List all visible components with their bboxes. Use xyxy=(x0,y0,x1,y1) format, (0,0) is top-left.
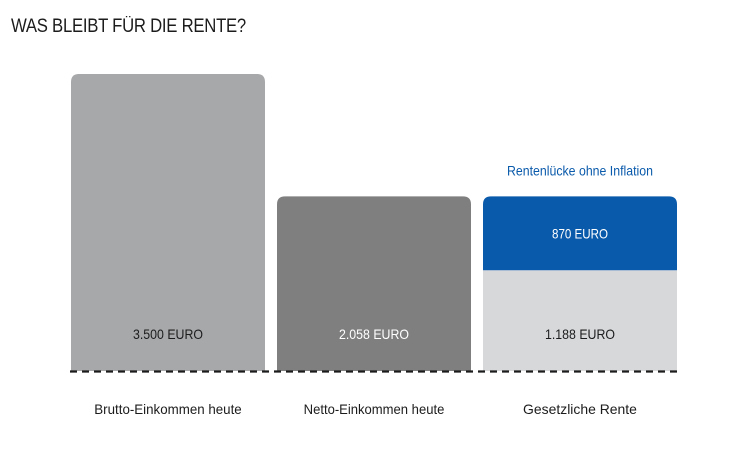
category-label: Gesetzliche Rente xyxy=(523,401,637,417)
bar-segment xyxy=(277,196,471,371)
bar-value-label: 870 EURO xyxy=(552,225,608,241)
bar-segment xyxy=(483,270,677,371)
category-label: Brutto-Einkommen heute xyxy=(94,401,242,417)
bar-segment xyxy=(71,74,265,371)
bar-segment xyxy=(483,196,677,271)
category-label: Netto-Einkommen heute xyxy=(304,401,445,417)
bar-value-label: 3.500 EURO xyxy=(133,326,203,342)
annotation-label: Rentenlücke ohne Inflation xyxy=(507,162,653,178)
bar-value-label: 1.188 EURO xyxy=(545,326,615,342)
bar-value-label: 2.058 EURO xyxy=(339,326,409,342)
chart-title: WAS BLEIBT FÜR DIE RENTE? xyxy=(11,16,246,37)
